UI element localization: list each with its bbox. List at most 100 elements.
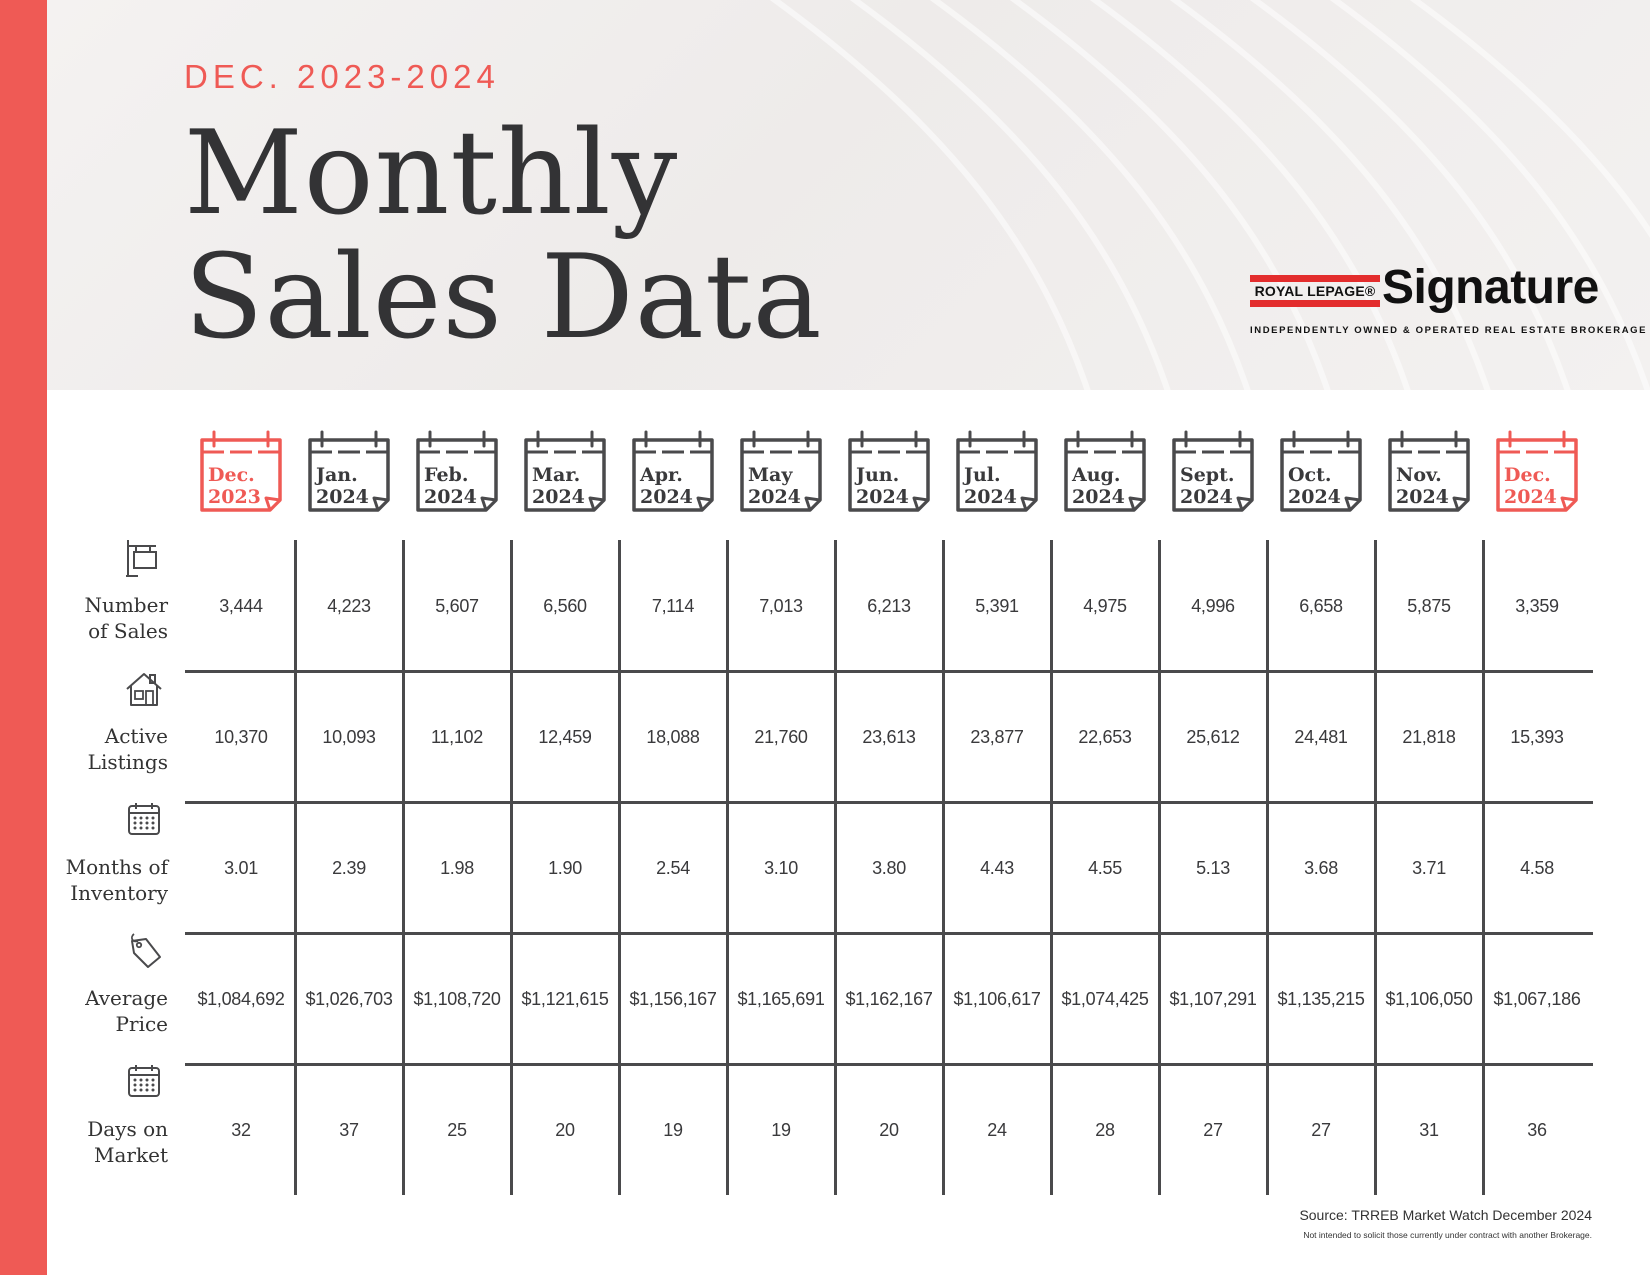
table-cell: 25,612 [1186,727,1240,747]
table-cell: 5,875 [1407,596,1451,616]
table-cell: 22,653 [1078,727,1132,747]
table-cell: $1,106,617 [953,989,1041,1009]
table-cell: 10,093 [322,727,376,747]
column-divider [834,540,837,1195]
calendar-icon [524,430,606,512]
brand-tagline: INDEPENDENTLY OWNED & OPERATED REAL ESTA… [1250,325,1648,336]
table-cell: 24 [987,1120,1007,1140]
calendar-icon [124,1062,164,1107]
table-cell: $1,156,167 [629,989,717,1009]
table-cell: 31 [1419,1120,1439,1140]
month-header-7: Jul. 2024 [954,428,1040,528]
table-cell: 20 [879,1120,899,1140]
month-header-5: May 2024 [738,428,824,528]
report-subtitle: DEC. 2023-2024 [184,58,500,95]
disclaimer-note: Not intended to solicit those currently … [1303,1230,1592,1240]
table-cell: 1.98 [440,858,474,878]
table-cell: 15,393 [1510,727,1564,747]
calendar-icon [1388,430,1470,512]
table-cell: 6,560 [543,596,587,616]
month-header-1: Jan. 2024 [306,428,392,528]
calendar-icon [416,430,498,512]
table-cell: 10,370 [214,727,268,747]
row-label: Days on Market [87,1117,168,1167]
page-title: Monthly Sales Data [184,106,823,365]
table-cell: 27 [1311,1120,1331,1140]
month-header-8: Aug. 2024 [1062,428,1148,528]
table-cell: 3,359 [1515,596,1559,616]
table-cell: 12,459 [538,727,592,747]
table-cell: $1,084,692 [197,989,285,1009]
table-cell: $1,074,425 [1061,989,1149,1009]
table-cell: $1,162,167 [845,989,933,1009]
month-header-2: Feb. 2024 [414,428,500,528]
table-cell: $1,135,215 [1277,989,1365,1009]
sign-post-icon [124,538,164,583]
calendar-icon [1280,430,1362,512]
table-cell: 4,223 [327,596,371,616]
calendar-icon [124,800,164,845]
row-label: Average Price [85,986,168,1036]
table-cell: 3.10 [764,858,798,878]
table-cell: 1.90 [548,858,582,878]
calendar-icon [848,430,930,512]
row-divider [185,932,1593,935]
column-divider [1158,540,1161,1195]
royal-lepage-wordmark: ROYAL LEPAGE® [1254,283,1376,299]
column-divider [942,540,945,1195]
row-label: Active Listings [87,724,168,774]
wave-background [769,0,1650,390]
table-cell: 6,213 [867,596,911,616]
table-cell: 7,114 [651,596,695,616]
table-cell: $1,107,291 [1169,989,1257,1009]
table-cell: 4,996 [1191,596,1235,616]
calendar-icon [200,430,282,512]
table-cell: 7,013 [759,596,803,616]
table-cell: 2.39 [332,858,366,878]
calendar-icon [632,430,714,512]
table-cell: 19 [663,1120,683,1140]
month-header-6: Jun. 2024 [846,428,932,528]
table-cell: 3.80 [872,858,906,878]
table-cell: 18,088 [646,727,700,747]
table-cell: 36 [1527,1120,1547,1140]
column-divider [510,540,513,1195]
table-cell: 37 [339,1120,359,1140]
signature-wordmark: Signature [1382,261,1599,314]
calendar-icon [1064,430,1146,512]
row-label: Number of Sales [84,593,168,643]
month-header-10: Oct. 2024 [1278,428,1364,528]
column-divider [294,540,297,1195]
column-divider [1050,540,1053,1195]
house-icon [124,669,164,714]
table-cell: 3.71 [1412,858,1446,878]
calendar-icon [1172,430,1254,512]
table-cell: $1,106,050 [1385,989,1473,1009]
table-cell: 5,607 [435,596,479,616]
table-cell: 23,613 [862,727,916,747]
month-header-4: Apr. 2024 [630,428,716,528]
table-cell: 4,975 [1083,596,1127,616]
column-divider [618,540,621,1195]
table-cell: 2.54 [656,858,690,878]
row-divider [185,670,1593,673]
table-cell: 5,391 [975,596,1019,616]
column-divider [402,540,405,1195]
table-cell: $1,165,691 [737,989,825,1009]
table-cell: 27 [1203,1120,1223,1140]
column-divider [1266,540,1269,1195]
row-label: Months of Inventory [65,855,168,905]
table-cell: 23,877 [970,727,1024,747]
table-cell: 24,481 [1294,727,1348,747]
source-note: Source: TRREB Market Watch December 2024 [1299,1207,1592,1223]
table-cell: 3.68 [1304,858,1338,878]
table-cell: 25 [447,1120,467,1140]
table-cell: 4.58 [1520,858,1554,878]
table-cell: 5.13 [1196,858,1230,878]
accent-side-bar [0,0,47,1275]
table-cell: $1,121,615 [521,989,609,1009]
row-divider [185,801,1593,804]
table-cell: 28 [1095,1120,1115,1140]
table-cell: 21,760 [754,727,808,747]
month-header-9: Sept. 2024 [1170,428,1256,528]
